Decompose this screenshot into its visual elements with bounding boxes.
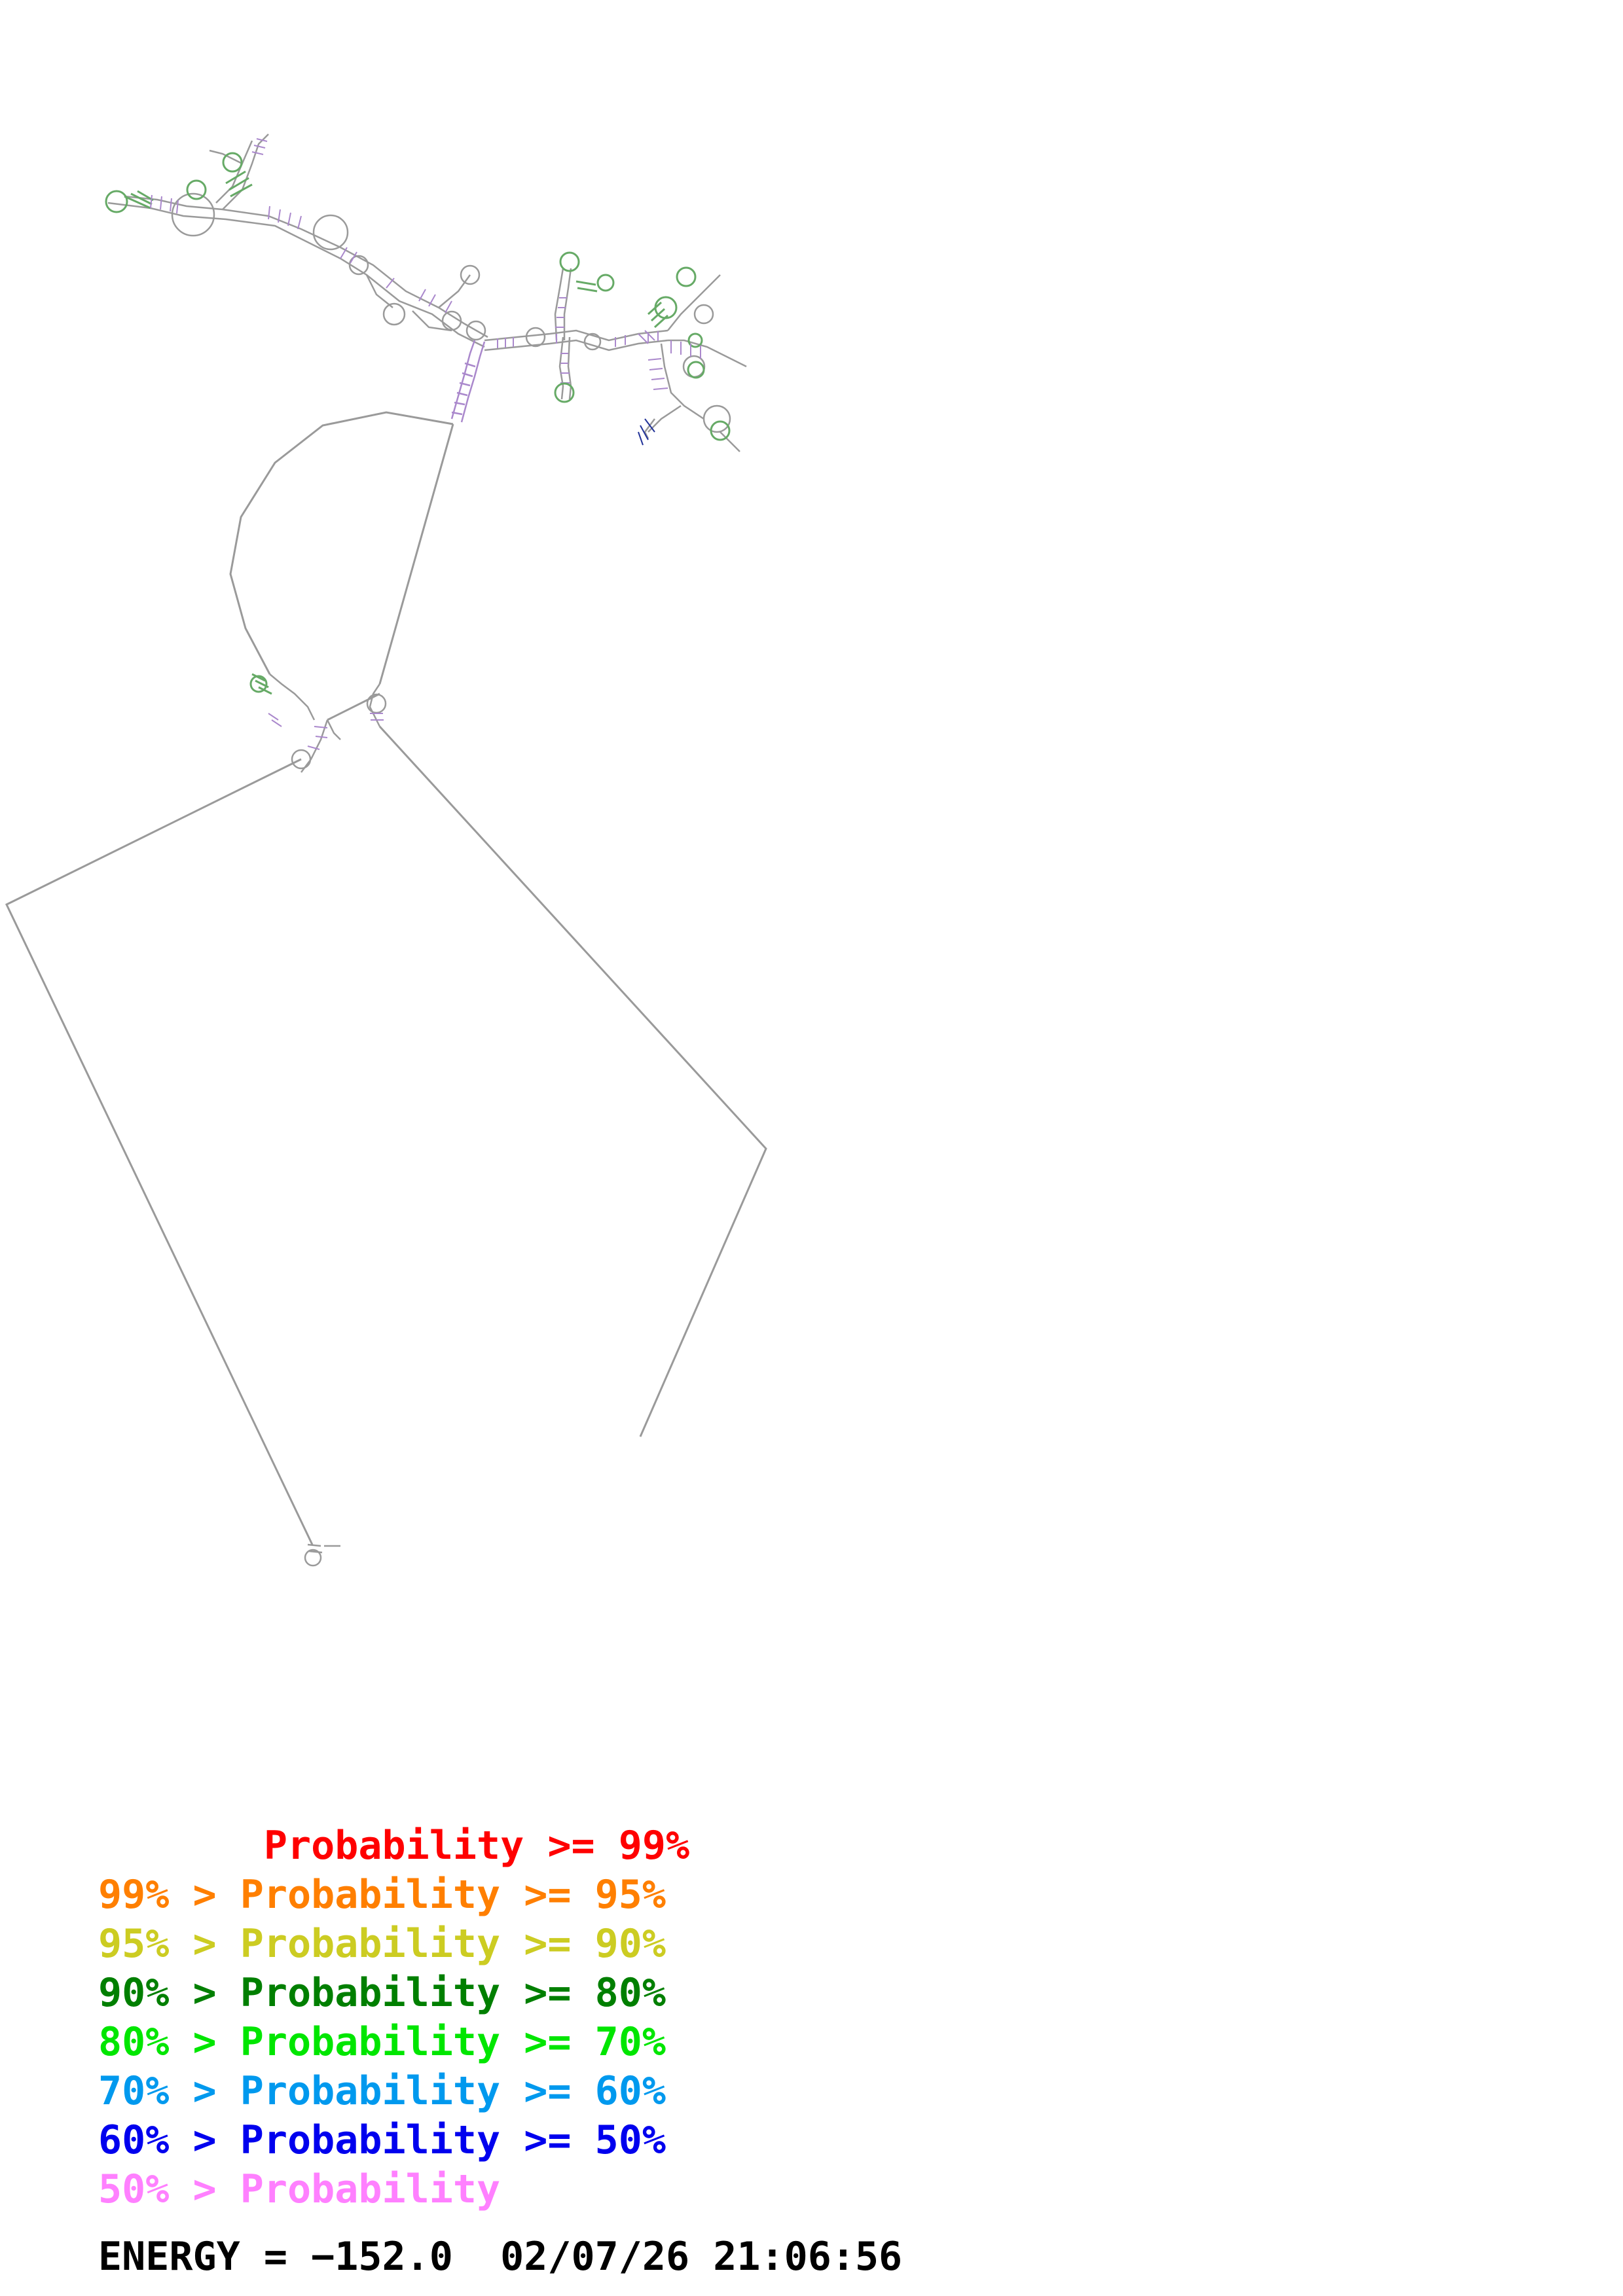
backbone-lines: [5, 411, 767, 1545]
lower-junction-pairs: [268, 713, 384, 750]
hairpin-upper-left-green-3: [222, 152, 243, 173]
backbone-left-loop: [5, 758, 314, 1545]
bottom-hairpin: [304, 1543, 340, 1567]
loop-lower-junction-2: [291, 749, 312, 770]
loop-upper-left-3: [382, 302, 406, 326]
loop-central-arm-2: [583, 332, 602, 351]
loop-upper-left-4: [460, 264, 481, 285]
legend-entry-90-95: 95% > Probability >= 90%: [98, 1921, 666, 1967]
legend-entry-60-70: 70% > Probability >= 60%: [98, 2068, 666, 2114]
legend-entry-50-60: 60% > Probability >= 50%: [98, 2117, 666, 2163]
loop-right-2: [682, 355, 706, 378]
loop-right-1: [702, 404, 731, 433]
upper-left-purple-pairs: [150, 138, 452, 314]
hairpin-upper-left-green-2: [186, 179, 207, 200]
backbone-upper-loop: [229, 411, 454, 675]
upper-left-helices: [105, 152, 253, 213]
loop-upper-left-5: [348, 255, 369, 276]
hairpin-right-green-5: [687, 332, 703, 348]
central-arm-pairs: [497, 297, 659, 384]
loop-bottom-hairpin: [304, 1549, 322, 1567]
right-domain: [644, 274, 747, 452]
hairpin-central-right-green: [596, 274, 615, 292]
central-arm: [441, 268, 668, 400]
hairpin-right-green-1: [676, 266, 697, 287]
central-stem: [450, 320, 486, 423]
lower-junction-green: [249, 673, 272, 695]
hairpin-upper-left-green-1: [105, 190, 128, 213]
backbone-right-loop: [378, 725, 767, 1437]
right-domain-blue-pairs: [638, 418, 655, 446]
loop-upper-left-1: [171, 192, 215, 237]
backbone-center-stem: [378, 423, 454, 685]
rna-secondary-structure: [5, 134, 767, 1567]
hairpin-central-top-green: [559, 251, 580, 272]
hairpin-lower-left-green: [249, 675, 268, 693]
backbone-lower-junction: [327, 692, 380, 721]
loop-central-arm-1: [525, 327, 546, 348]
legend-entry-70-80: 80% > Probability >= 70%: [98, 2019, 666, 2065]
loop-right-3: [693, 304, 714, 325]
legend-entry-80-90: 90% > Probability >= 80%: [98, 1970, 666, 2016]
lower-junction: [269, 673, 387, 773]
legend-entry-below-50: 50% > Probability: [98, 2166, 501, 2212]
hairpin-right-green-3: [687, 361, 705, 379]
upper-left-domain: [107, 134, 488, 348]
legend-entry-95-99: 99% > Probability >= 95%: [98, 1872, 666, 1918]
hairpin-central-bottom-green: [554, 382, 575, 403]
energy-timestamp: ENERGY = −152.0 02/07/26 21:06:56: [98, 2234, 903, 2280]
loop-central-arm-3: [441, 310, 462, 331]
loop-upper-left-2: [312, 214, 349, 251]
hairpin-right-green-4: [710, 420, 731, 441]
legend-entry-99-plus: Probability >= 99%: [98, 1823, 690, 1869]
right-domain-green: [647, 266, 731, 441]
loop-central: [465, 320, 486, 341]
right-domain-pairs: [638, 330, 701, 390]
central-arm-helices-green: [554, 251, 615, 403]
